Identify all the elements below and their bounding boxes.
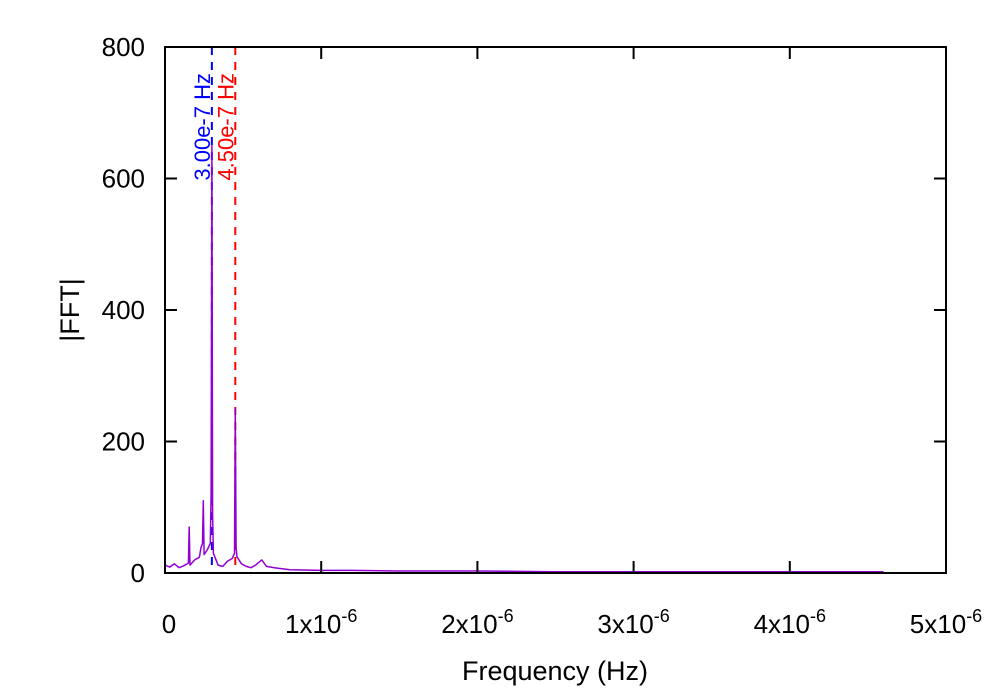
x-tick-exponent: -6 bbox=[654, 606, 670, 626]
y-tick-labels: 0 200 400 600 800 bbox=[102, 32, 145, 588]
x-tick-base: 4x10 bbox=[754, 609, 810, 639]
x-axis-label: Frequency (Hz) bbox=[462, 656, 648, 686]
x-tick-label: 4x10-6 bbox=[754, 606, 826, 639]
y-tick-label: 200 bbox=[102, 427, 145, 457]
x-tick-base: 3x10 bbox=[597, 609, 653, 639]
x-tick-exponent: -6 bbox=[810, 606, 826, 626]
x-tick-base: 0 bbox=[162, 609, 176, 639]
y-tick-label: 600 bbox=[102, 164, 145, 194]
series-layer bbox=[164, 144, 884, 573]
x-tick-exponent: -6 bbox=[966, 606, 982, 626]
x-tick-labels: 0 1x10-6 2x10-6 3x10-6 4x10-6 5x10-6 bbox=[162, 606, 982, 639]
x-tick-exponent: -6 bbox=[341, 606, 357, 626]
axis-ticks bbox=[164, 46, 947, 574]
x-tick-base: 5x10 bbox=[910, 609, 966, 639]
x-tick-exponent: -6 bbox=[498, 606, 514, 626]
y-axis-label: |FFT| bbox=[55, 278, 85, 342]
x-tick-label: 3x10-6 bbox=[597, 606, 669, 639]
frequency-marker-label: 4.50e-7 Hz bbox=[213, 73, 238, 181]
x-tick-base: 2x10 bbox=[441, 609, 497, 639]
y-tick-label: 800 bbox=[102, 32, 145, 62]
plot-frame bbox=[164, 46, 947, 574]
y-tick-label: 400 bbox=[102, 295, 145, 325]
frequency-markers: 3.00e-7 Hz4.50e-7 Hz bbox=[190, 47, 238, 573]
x-tick-base: 1x10 bbox=[285, 609, 341, 639]
y-tick-label: 0 bbox=[131, 558, 145, 588]
x-tick-label: 5x10-6 bbox=[910, 606, 982, 639]
x-tick-label: 0 bbox=[162, 609, 176, 639]
frequency-marker-label: 3.00e-7 Hz bbox=[190, 73, 215, 181]
x-tick-label: 2x10-6 bbox=[441, 606, 513, 639]
fft-series-line bbox=[164, 144, 884, 573]
x-tick-label: 1x10-6 bbox=[285, 606, 357, 639]
